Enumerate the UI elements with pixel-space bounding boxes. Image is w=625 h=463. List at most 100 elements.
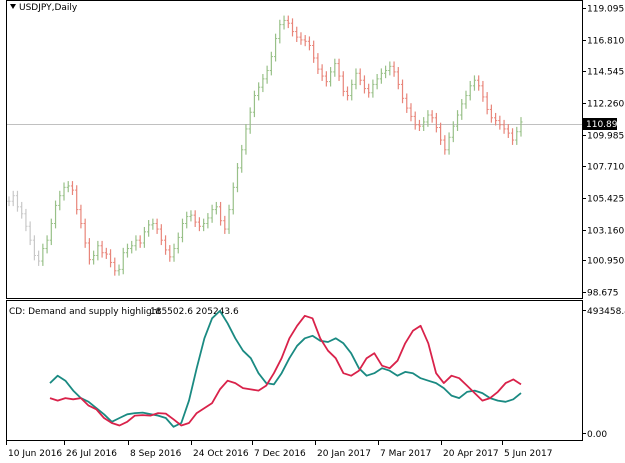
price-bar <box>240 144 244 173</box>
price-bar <box>134 235 138 251</box>
price-ytick-label: 103.160 <box>587 227 624 237</box>
price-bar <box>180 218 185 243</box>
price-bar <box>218 201 223 226</box>
price-bar <box>350 79 354 101</box>
price-bar <box>472 75 477 91</box>
price-ytick-label: 119.095 <box>587 5 624 15</box>
price-bar <box>409 103 413 122</box>
price-bar <box>286 15 290 29</box>
price-bar <box>362 75 367 94</box>
time-tick-label: 24 Oct 2016 <box>193 449 249 459</box>
price-bar <box>434 112 438 133</box>
price-bar <box>138 235 142 248</box>
price-bar <box>15 190 20 212</box>
price-y-axis: 119.095 116.810 114.545 112.260 109.985 107.7… <box>582 5 624 299</box>
price-bar <box>494 112 498 126</box>
price-bar <box>371 79 375 98</box>
price-bar <box>278 19 282 44</box>
price-bar <box>58 190 62 211</box>
price-bar <box>66 181 70 193</box>
price-bar <box>210 204 214 223</box>
indicator-ytick-top: 493458.4 <box>587 307 625 317</box>
price-bar <box>185 211 189 229</box>
price-bar <box>53 200 58 229</box>
price-bar <box>159 224 163 246</box>
time-axis: 10 Jun 2016 26 Jul 2016 8 Sep 2016 24 Oct 2… <box>6 441 552 459</box>
price-bar <box>510 128 515 145</box>
price-bar <box>49 218 53 246</box>
price-ytick-label: 112.260 <box>587 100 624 110</box>
price-bar <box>227 204 231 234</box>
price-bar <box>7 196 11 207</box>
price-bar <box>307 36 312 51</box>
price-bar <box>303 35 307 47</box>
indicator-pane: CD: Demand and supply highlight 185502.6… <box>6 300 625 441</box>
price-bar <box>345 86 350 101</box>
price-bar <box>388 61 392 76</box>
price-bar <box>312 40 316 63</box>
price-bar <box>337 58 341 81</box>
price-bar <box>400 79 405 104</box>
price-bar <box>62 182 66 201</box>
price-bar <box>417 119 422 132</box>
price-bar <box>320 64 324 81</box>
price-bar <box>316 53 320 74</box>
price-bar <box>113 257 117 276</box>
time-tick-label: 8 Sep 2016 <box>130 449 182 459</box>
price-bar <box>290 18 295 37</box>
price-bar <box>202 218 206 232</box>
price-ytick-label: 100.950 <box>587 257 624 267</box>
price-bar <box>83 218 87 248</box>
price-bar <box>206 213 210 229</box>
price-bar <box>269 51 273 76</box>
price-bar <box>176 232 180 254</box>
price-bar <box>125 243 130 258</box>
indicator-line-teal <box>49 309 522 428</box>
price-bar <box>358 68 362 86</box>
price-bar <box>460 99 464 120</box>
price-bar <box>519 117 523 137</box>
price-bar <box>96 240 100 261</box>
indicator-line-red <box>49 314 522 427</box>
price-ytick-label: 116.810 <box>587 37 624 47</box>
price-bar <box>252 90 257 118</box>
price-bar <box>163 235 168 255</box>
price-bar <box>244 124 248 155</box>
time-tick-label: 10 Jun 2016 <box>8 449 62 459</box>
chart-title-group: USDJPY,Daily <box>10 3 78 13</box>
price-bars <box>7 15 523 276</box>
price-bar <box>383 65 388 79</box>
price-bar <box>75 185 79 215</box>
indicator-pane-frame <box>6 300 583 441</box>
time-tick-label: 20 Jan 2017 <box>317 449 371 459</box>
price-bar <box>235 163 240 193</box>
price-bar <box>223 215 227 234</box>
collapse-triangle-icon[interactable] <box>10 4 16 9</box>
price-bar <box>37 250 41 266</box>
price-bar <box>265 65 269 84</box>
price-bar <box>295 26 299 43</box>
price-bar <box>147 220 151 237</box>
price-bar <box>261 73 265 93</box>
price-bar <box>70 181 75 195</box>
price-bar <box>257 82 261 101</box>
price-bar <box>333 58 337 77</box>
price-bar <box>214 201 218 215</box>
price-bar <box>299 32 303 45</box>
price-bar <box>468 80 472 101</box>
price-bar <box>426 110 430 127</box>
price-bar <box>20 201 24 219</box>
price-ytick-label: 109.985 <box>587 132 624 142</box>
price-bar <box>11 190 15 207</box>
price-bar <box>422 117 426 132</box>
current-price-marker: 110.897 <box>583 118 623 130</box>
price-bar <box>168 245 172 262</box>
current-price-label: 110.897 <box>586 120 623 130</box>
price-bar <box>405 93 409 113</box>
price-bar <box>104 247 108 259</box>
price-bar <box>79 204 83 229</box>
price-bar <box>413 111 417 130</box>
price-bar <box>28 221 32 246</box>
time-tick-label: 7 Mar 2017 <box>380 449 431 459</box>
price-bar <box>282 15 286 30</box>
